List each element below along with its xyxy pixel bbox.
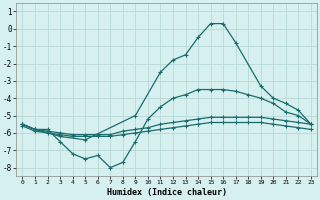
X-axis label: Humidex (Indice chaleur): Humidex (Indice chaleur) (107, 188, 227, 197)
